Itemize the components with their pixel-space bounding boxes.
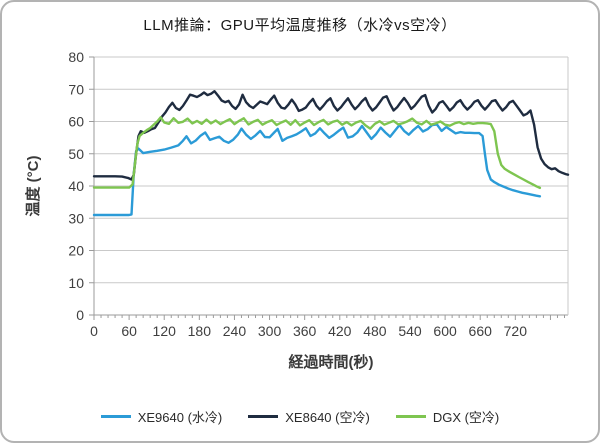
x-tick-label: 720: [504, 323, 528, 339]
x-tick-label: 360: [293, 323, 317, 339]
y-tick-label: 0: [76, 307, 84, 323]
y-tick-label: 50: [68, 146, 84, 162]
x-axis-title: 経過時間(秒): [288, 354, 374, 371]
legend-item-dgx: DGX (空冷): [395, 407, 500, 426]
x-tick-label: 0: [90, 323, 98, 339]
legend-swatch-xe9640: [100, 415, 131, 418]
series-line-2: [92, 116, 542, 190]
legend-label-xe8640: XE8640 (空冷): [285, 410, 370, 425]
x-tick-label: 120: [153, 323, 177, 339]
x-tick-label: 240: [223, 323, 247, 339]
x-tick-label: 480: [363, 323, 387, 339]
legend-swatch-dgx: [395, 415, 426, 418]
legend-item-xe9640: XE9640 (水冷): [100, 407, 223, 426]
y-tick-label: 20: [68, 243, 84, 259]
x-tick-label: 300: [258, 323, 282, 339]
x-tick-label: 60: [121, 323, 137, 339]
y-tick-label: 60: [68, 114, 84, 130]
x-tick-label: 540: [398, 323, 422, 339]
legend-item-xe8640: XE8640 (空冷): [248, 407, 370, 426]
series-line-1: [92, 89, 570, 181]
legend-label-dgx: DGX (空冷): [432, 410, 500, 425]
chart-title: LLM推論：GPU平均温度推移（水冷vs空冷）: [143, 17, 457, 34]
y-tick-label: 80: [68, 49, 84, 65]
series-line-0: [92, 123, 542, 217]
x-tick-label: 420: [328, 323, 352, 339]
legend: XE9640 (水冷) XE8640 (空冷) DGX (空冷): [2, 407, 598, 426]
legend-label-xe9640: XE9640 (水冷): [137, 410, 223, 425]
x-tick-label: 660: [469, 323, 493, 339]
y-tick-label: 40: [68, 178, 84, 194]
y-tick-label: 10: [68, 275, 84, 291]
legend-swatch-xe8640: [248, 415, 279, 418]
y-tick-label: 30: [68, 210, 84, 226]
x-tick-label: 600: [433, 323, 457, 339]
x-tick-label: 180: [188, 323, 212, 339]
y-tick-label: 70: [68, 81, 84, 97]
